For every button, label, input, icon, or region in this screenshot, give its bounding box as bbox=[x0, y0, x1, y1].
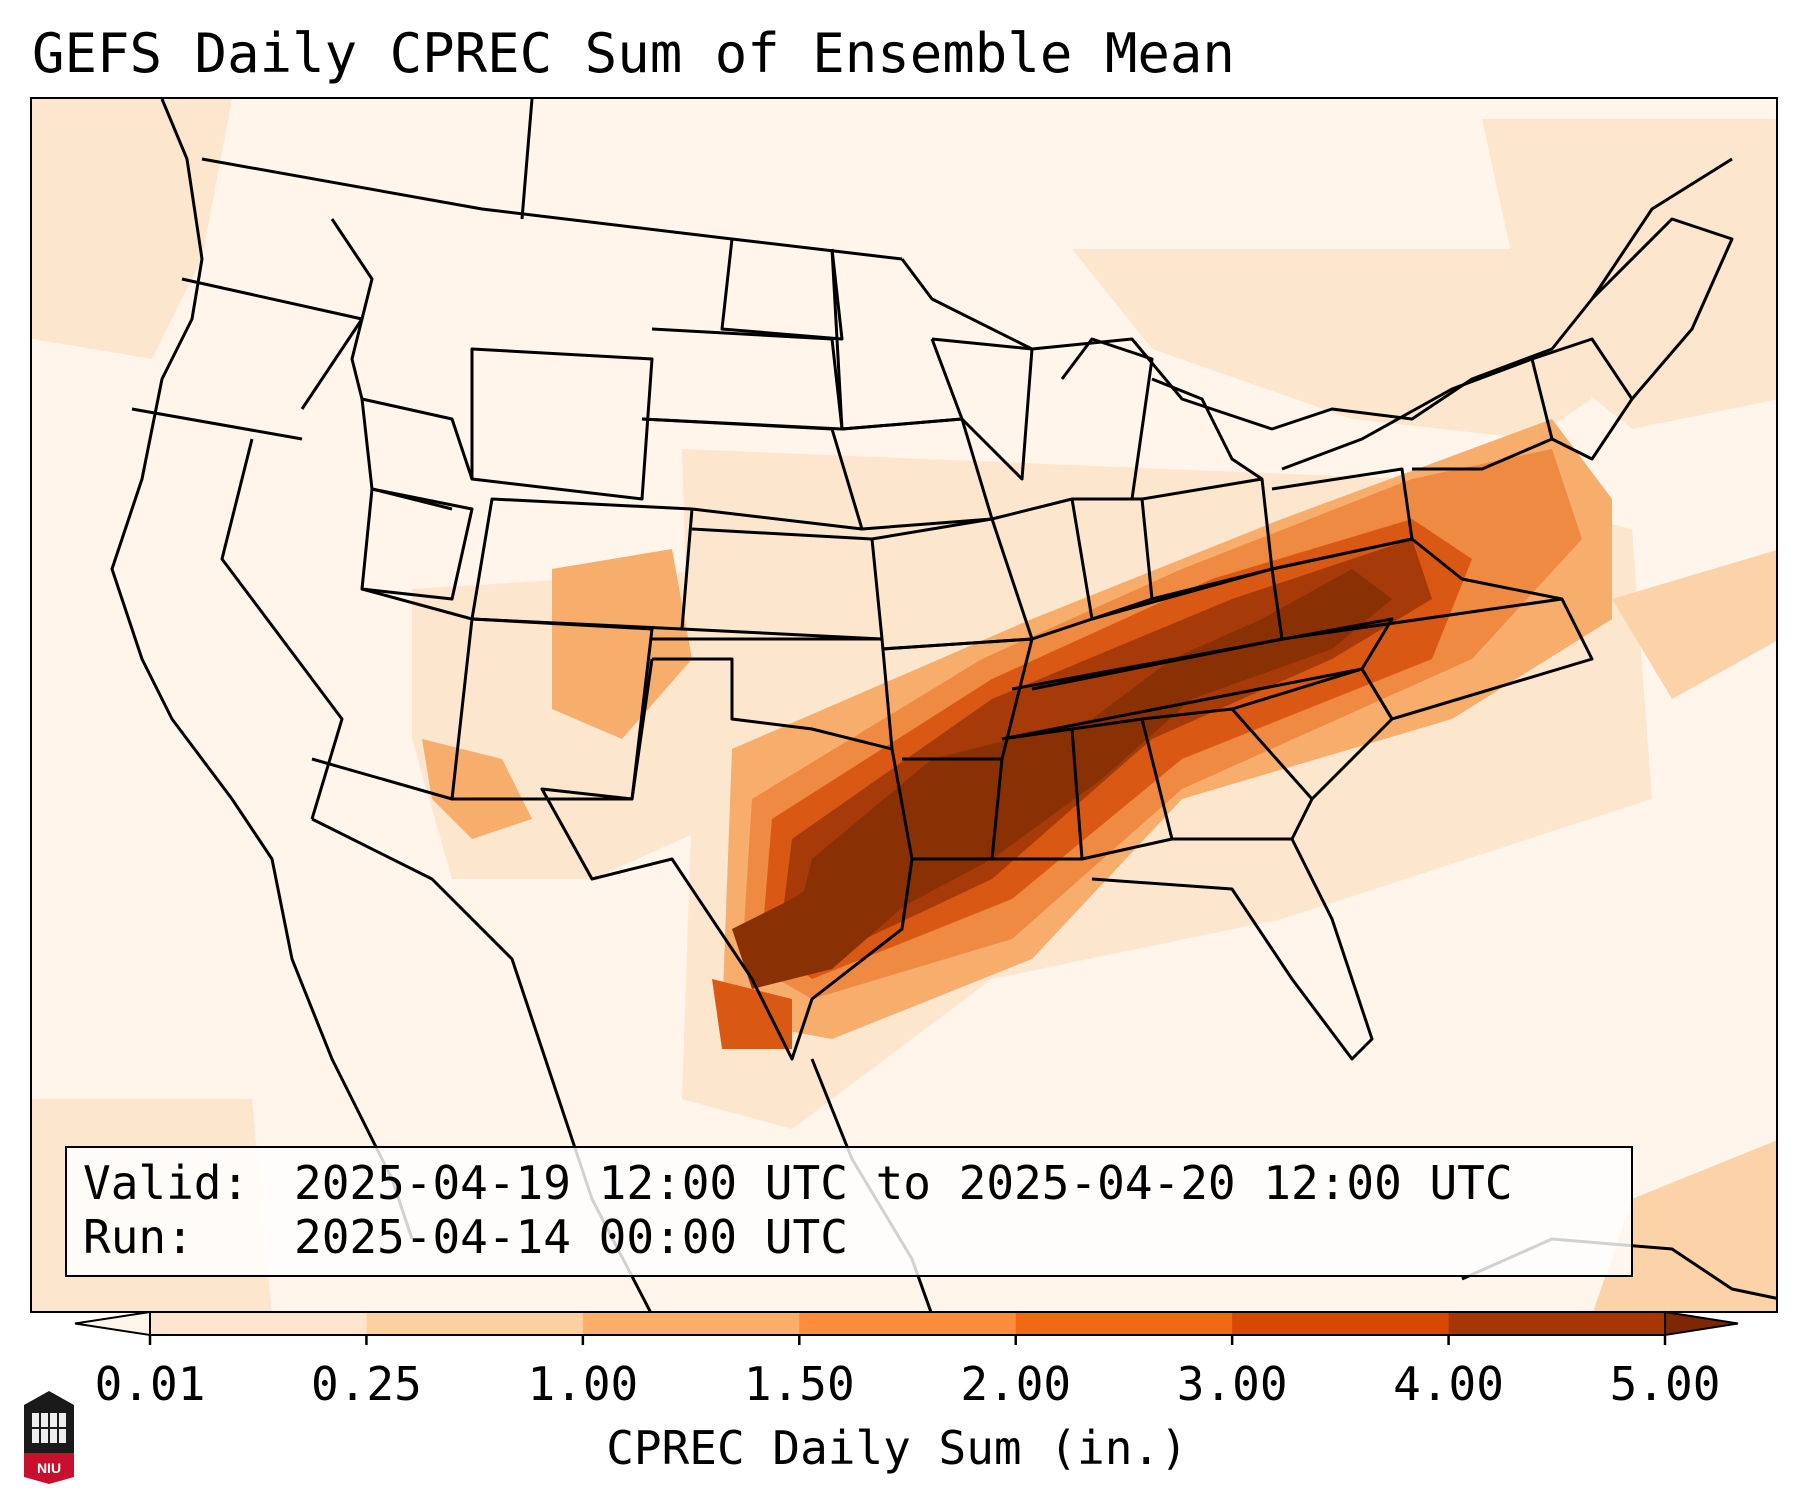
map-title: GEFS Daily CPREC Sum of Ensemble Mean bbox=[32, 22, 1235, 85]
valid-value: 2025-04-19 12:00 UTC to 2025-04-20 12:00… bbox=[294, 1156, 1513, 1210]
colorbar-segment bbox=[150, 1312, 367, 1335]
valid-run-info-box: Valid: 2025-04-19 12:00 UTC to 2025-04-20… bbox=[65, 1146, 1633, 1277]
central-texas-orange-area bbox=[712, 979, 792, 1049]
precipitation-map bbox=[32, 99, 1776, 1311]
nebraska-outline bbox=[641, 417, 864, 531]
illinois-outline bbox=[991, 497, 1094, 641]
tennessee-outline bbox=[1001, 617, 1394, 741]
virginia-north-outline bbox=[1271, 537, 1563, 601]
utah-outline bbox=[360, 487, 474, 601]
colorbar-tick-label: 1.00 bbox=[527, 1357, 639, 1411]
indiana-outline bbox=[1072, 497, 1154, 621]
north-dakota-outline bbox=[720, 238, 844, 341]
great-lakes-north-light-area bbox=[1072, 249, 1592, 439]
new-mexico-outline bbox=[452, 617, 654, 801]
arizona-mid-area bbox=[422, 739, 532, 839]
colorado-mid-area bbox=[552, 549, 692, 739]
colorbar-tick-label: 4.00 bbox=[1393, 1357, 1504, 1411]
colorbar-tick-label: 2.00 bbox=[960, 1357, 1072, 1411]
valid-label: Valid: bbox=[83, 1156, 250, 1210]
maine-outline bbox=[1590, 217, 1734, 400]
caribbean-light-mid-area bbox=[1593, 1140, 1776, 1311]
niu-logo: NIU bbox=[24, 1391, 74, 1484]
colorbar-tick-label: 0.25 bbox=[311, 1357, 422, 1411]
colorbar-tick-label: 1.50 bbox=[743, 1357, 855, 1411]
main-band-darkest-area bbox=[802, 569, 1392, 939]
colorbar-segment bbox=[366, 1312, 584, 1335]
louisiana-outline bbox=[902, 757, 1004, 861]
logo-text: NIU bbox=[37, 1460, 61, 1476]
colorbar bbox=[74, 1310, 1739, 1345]
colorbar-outline bbox=[149, 1311, 1666, 1336]
canada-border-west bbox=[201, 157, 903, 261]
run-row: Run: 2025-04-14 00:00 UTC bbox=[83, 1210, 848, 1264]
oregon-idaho-border bbox=[300, 318, 364, 410]
wyoming-outline bbox=[470, 347, 654, 501]
mississippi-outline bbox=[992, 727, 1084, 861]
north-carolina-outline bbox=[1281, 597, 1594, 721]
colorbar-segment bbox=[799, 1312, 1017, 1335]
colorbar-extend-low bbox=[74, 1310, 151, 1337]
kansas-outline bbox=[681, 527, 884, 641]
oklahoma-outline bbox=[652, 637, 894, 751]
north-texas-darkest-area bbox=[732, 789, 952, 989]
colorbar-tick-label: 3.00 bbox=[1176, 1357, 1288, 1411]
michigan-west-outline bbox=[1060, 337, 1154, 500]
washington-oregon-border bbox=[181, 277, 363, 321]
atlantic-light-mid-area bbox=[1612, 550, 1776, 699]
oregon-california-border bbox=[131, 407, 303, 441]
california-nevada-border bbox=[220, 438, 344, 820]
state-boundaries bbox=[110, 99, 1776, 1311]
iowa-outline bbox=[841, 417, 994, 531]
arizona-outline bbox=[311, 587, 474, 801]
colorbar-tick-label: 5.00 bbox=[1609, 1357, 1721, 1411]
map-panel bbox=[30, 97, 1778, 1313]
idaho-montana-border bbox=[330, 218, 474, 480]
ohio-outline bbox=[1141, 477, 1274, 601]
run-label: Run: bbox=[83, 1210, 194, 1264]
wisconsin-outline bbox=[931, 337, 1034, 481]
colorbar-tick-label: 0.01 bbox=[94, 1357, 206, 1411]
pacific-nw-light-area bbox=[32, 99, 232, 359]
colorbar-segment bbox=[1448, 1312, 1666, 1335]
colorbar-segment bbox=[1015, 1312, 1233, 1335]
alabama-outline bbox=[1071, 717, 1174, 861]
run-value: 2025-04-14 00:00 UTC bbox=[294, 1210, 848, 1264]
colorbar-extend-high bbox=[1664, 1310, 1739, 1337]
florida-outline bbox=[1091, 837, 1374, 1061]
colorbar-segment bbox=[582, 1312, 800, 1335]
texas-outline bbox=[540, 658, 914, 1061]
kentucky-outline bbox=[1031, 567, 1284, 691]
precip-shading bbox=[32, 99, 1776, 1311]
michigan-east-outline bbox=[1151, 377, 1263, 481]
montana-north-line bbox=[520, 99, 534, 220]
colorbar-segment bbox=[1232, 1312, 1450, 1335]
valid-row: Valid: 2025-04-19 12:00 UTC to 2025-04-20… bbox=[83, 1156, 1513, 1210]
pacific-coastline bbox=[110, 99, 414, 1240]
colorbar-title: CPREC Daily Sum (in.) bbox=[606, 1421, 1188, 1475]
